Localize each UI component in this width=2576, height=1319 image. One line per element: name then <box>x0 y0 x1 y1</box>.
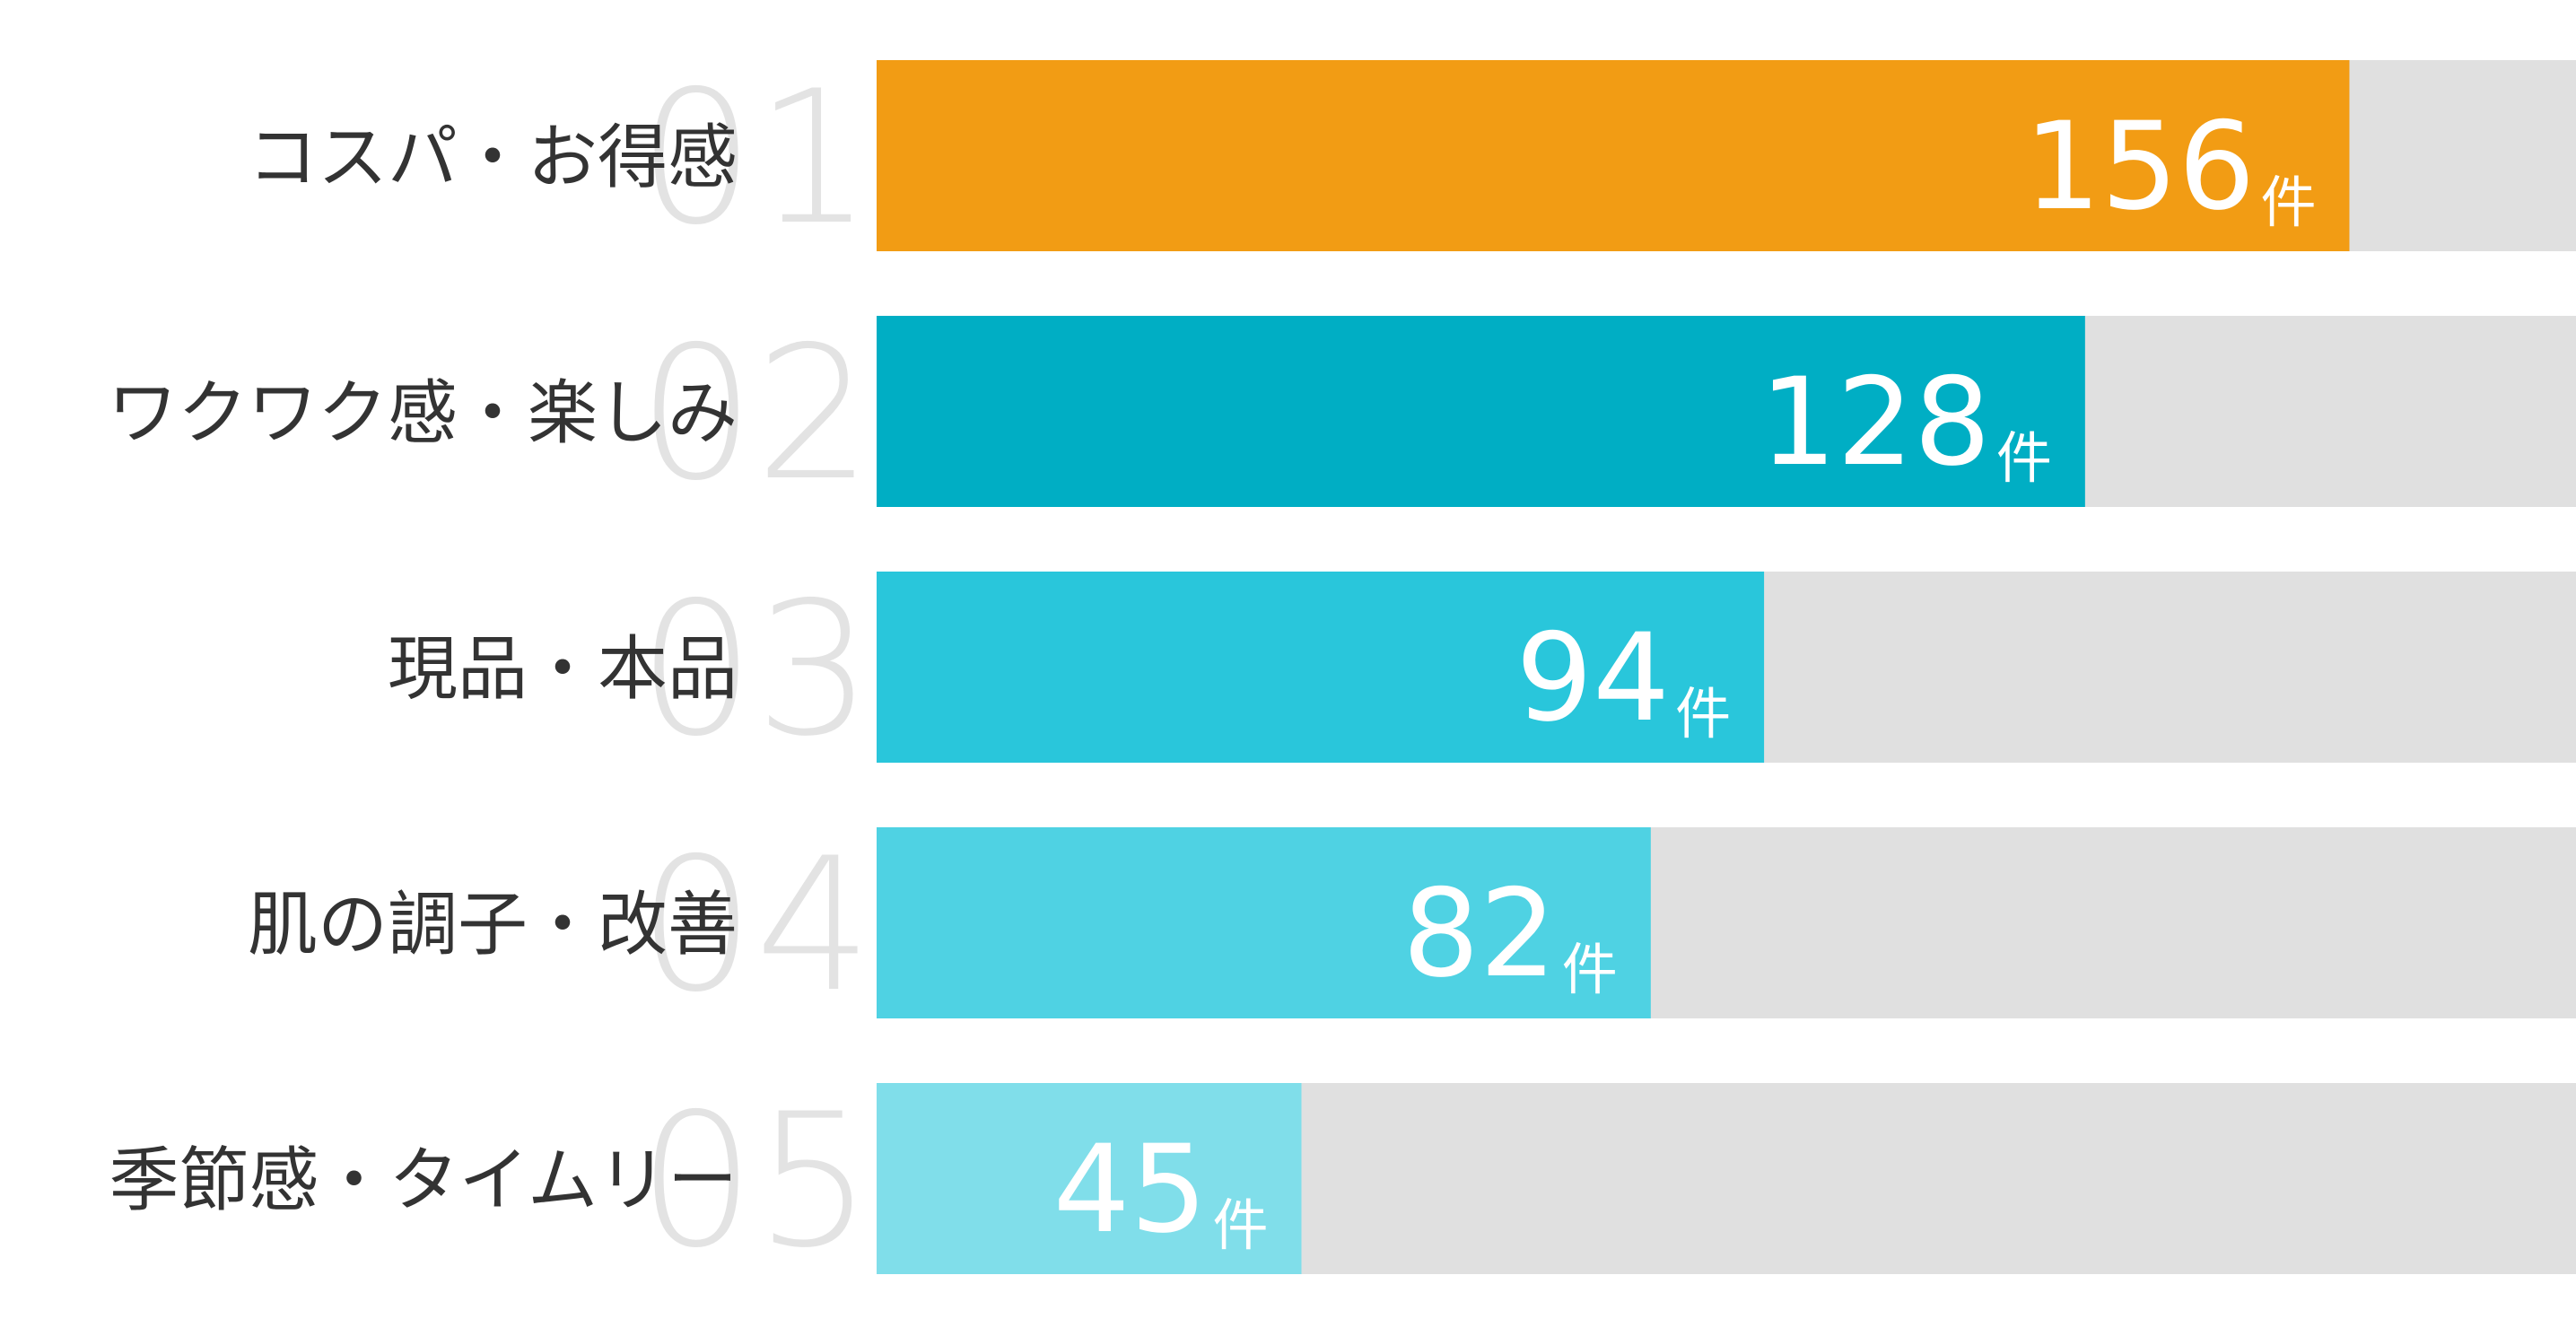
rank-number: 04 <box>638 819 872 1033</box>
rank-number: 02 <box>638 308 872 521</box>
bar <box>877 1083 1302 1274</box>
value-unit: 件 <box>2260 170 2316 235</box>
category-label: ワクワク感・楽しみ <box>108 373 738 454</box>
value-unit: 件 <box>1996 425 2052 491</box>
value-label: 82 <box>1402 863 1557 1004</box>
value-label: 94 <box>1515 607 1670 748</box>
rank-number: 01 <box>638 52 872 266</box>
bar <box>877 827 1651 1018</box>
value-label: 156 <box>2024 96 2256 237</box>
rank-number: 03 <box>638 563 872 777</box>
category-label: 季節感・タイムリー <box>109 1140 738 1221</box>
rank-number: 05 <box>638 1075 872 1288</box>
value-unit: 件 <box>1212 1192 1268 1258</box>
category-label: 現品・本品 <box>388 629 738 710</box>
value-label: 45 <box>1053 1119 1208 1260</box>
value-unit: 件 <box>1675 681 1731 747</box>
value-unit: 件 <box>1562 937 1618 1002</box>
bar <box>877 572 1765 763</box>
bar <box>877 316 2085 507</box>
category-label: コスパ・お得感 <box>248 118 738 198</box>
category-label: 肌の調子・改善 <box>248 885 738 965</box>
value-label: 128 <box>1760 352 1991 493</box>
bar <box>877 60 2350 251</box>
